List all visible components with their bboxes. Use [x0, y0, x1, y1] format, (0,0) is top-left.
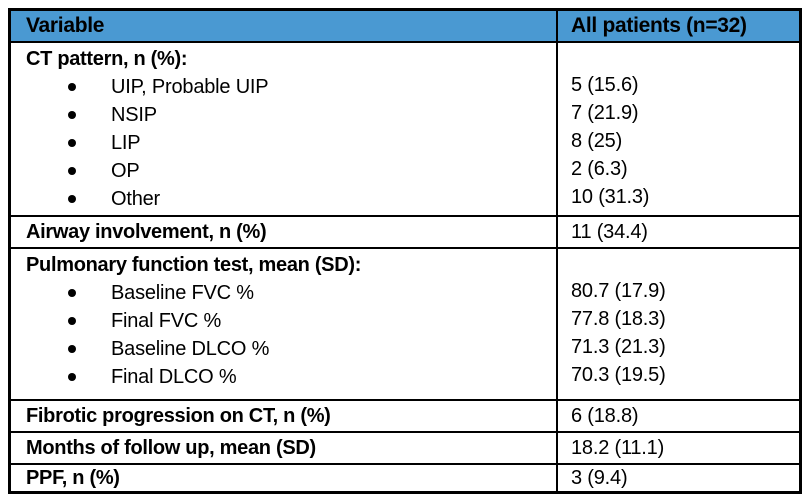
bullet-icon — [68, 345, 76, 353]
table-row-months-follow-up: Months of follow up, mean (SD) 18.2 (11.… — [11, 433, 799, 465]
bullet-item-label: UIP, Probable UIP — [111, 75, 269, 98]
bullet-item-label: Baseline FVC % — [111, 281, 254, 304]
value: 2 (6.3) — [571, 158, 628, 180]
fibrotic-label-cell: Fibrotic progression on CT, n (%) — [11, 401, 558, 431]
airway-label: Airway involvement, n (%) — [26, 220, 267, 243]
value: 7 (21.9) — [571, 102, 639, 124]
bullet-item-label: Final FVC % — [111, 309, 222, 332]
value: 6 (18.8) — [571, 404, 639, 427]
ct-pattern-label: CT pattern, n (%): — [26, 48, 188, 70]
patients-characteristics-table: Variable All patients (n=32) CT pattern,… — [8, 8, 802, 494]
fibrotic-label: Fibrotic progression on CT, n (%) — [26, 404, 331, 427]
value: 71.3 (21.3) — [571, 336, 666, 358]
list-item: OP — [26, 157, 556, 185]
table-row-fibrotic-progression: Fibrotic progression on CT, n (%) 6 (18.… — [11, 401, 799, 433]
table-row-ppf: PPF, n (%) 3 (9.4) — [11, 465, 799, 491]
bullet-icon — [68, 167, 76, 175]
pft-label: Pulmonary function test, mean (SD): — [26, 254, 362, 276]
table-header-row: Variable All patients (n=32) — [11, 11, 799, 43]
ppf-label: PPF, n (%) — [26, 466, 120, 489]
header-cell-variable: Variable — [11, 11, 558, 41]
ct-pattern-values-cell: 5 (15.6) 7 (21.9) 8 (25) 2 (6.3) 10 (31.… — [558, 43, 799, 215]
value: 10 (31.3) — [571, 186, 650, 208]
bullet-item-label: Other — [111, 187, 161, 210]
airway-value-cell: 11 (34.4) — [558, 217, 799, 247]
bullet-icon — [68, 317, 76, 325]
bullet-icon — [68, 289, 76, 297]
table-row-airway-involvement: Airway involvement, n (%) 11 (34.4) — [11, 217, 799, 249]
bullet-item-label: NSIP — [111, 103, 157, 126]
header-all-patients-label: All patients (n=32) — [571, 14, 747, 37]
pft-label-cell: Pulmonary function test, mean (SD): Base… — [11, 249, 558, 399]
value: 70.3 (19.5) — [571, 364, 666, 386]
ct-pattern-label-cell: CT pattern, n (%): UIP, Probable UIP NSI… — [11, 43, 558, 215]
value: 11 (34.4) — [571, 220, 648, 243]
months-label-cell: Months of follow up, mean (SD) — [11, 433, 558, 463]
list-item: Baseline FVC % — [26, 279, 556, 307]
months-value-cell: 18.2 (11.1) — [558, 433, 799, 463]
list-item: LIP — [26, 129, 556, 157]
ppf-label-cell: PPF, n (%) — [11, 465, 558, 491]
value: 77.8 (18.3) — [571, 308, 666, 330]
list-item: Final FVC % — [26, 307, 556, 335]
ppf-value-cell: 3 (9.4) — [558, 465, 799, 491]
list-item: NSIP — [26, 101, 556, 129]
value: 18.2 (11.1) — [571, 436, 665, 459]
value: 3 (9.4) — [571, 466, 628, 489]
list-item: Baseline DLCO % — [26, 335, 556, 363]
list-item: Other — [26, 185, 556, 213]
pft-bullet-list: Baseline FVC % Final FVC % Baseline DLCO… — [26, 279, 556, 391]
header-variable-label: Variable — [26, 14, 105, 37]
bullet-item-label: Baseline DLCO % — [111, 337, 270, 360]
bullet-icon — [68, 195, 76, 203]
ct-pattern-bullet-list: UIP, Probable UIP NSIP LIP OP Other — [26, 73, 556, 213]
months-label: Months of follow up, mean (SD) — [26, 436, 316, 459]
value: 8 (25) — [571, 130, 623, 152]
bullet-icon — [68, 139, 76, 147]
bullet-item-label: Final DLCO % — [111, 365, 237, 388]
pft-values-cell: 80.7 (17.9) 77.8 (18.3) 71.3 (21.3) 70.3… — [558, 249, 799, 399]
list-item: Final DLCO % — [26, 363, 556, 391]
value: 5 (15.6) — [571, 74, 639, 96]
list-item: UIP, Probable UIP — [26, 73, 556, 101]
bullet-icon — [68, 83, 76, 91]
header-cell-all-patients: All patients (n=32) — [558, 11, 799, 41]
airway-label-cell: Airway involvement, n (%) — [11, 217, 558, 247]
fibrotic-value-cell: 6 (18.8) — [558, 401, 799, 431]
bullet-icon — [68, 373, 76, 381]
table-row-ct-pattern: CT pattern, n (%): UIP, Probable UIP NSI… — [11, 43, 799, 217]
table-row-pulmonary-function: Pulmonary function test, mean (SD): Base… — [11, 249, 799, 401]
bullet-item-label: OP — [111, 159, 140, 182]
bullet-icon — [68, 111, 76, 119]
bullet-item-label: LIP — [111, 131, 141, 154]
value: 80.7 (17.9) — [571, 280, 666, 302]
